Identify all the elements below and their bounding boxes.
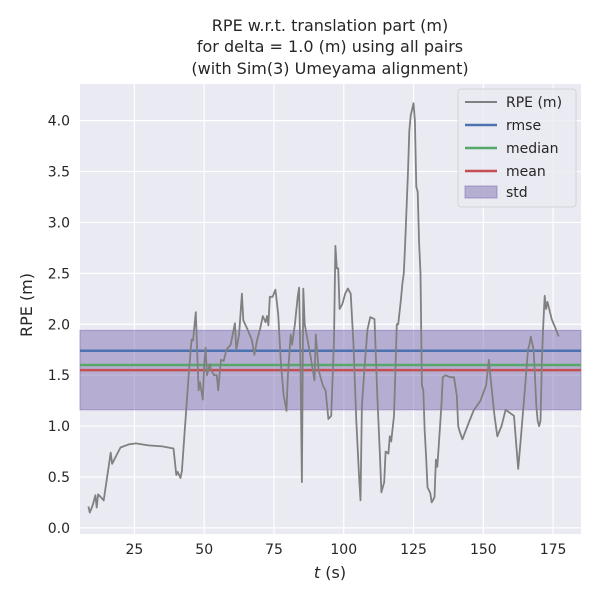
y-axis-label: RPE (m) bbox=[17, 273, 36, 337]
y-tick-label: 0.0 bbox=[48, 521, 70, 537]
chart-title-line-3: (with Sim(3) Umeyama alignment) bbox=[191, 59, 468, 78]
stat-lines bbox=[80, 349, 581, 372]
legend-swatch-std bbox=[464, 185, 498, 199]
y-tick-label: 1.5 bbox=[48, 368, 70, 384]
y-tick-label: 3.0 bbox=[48, 215, 70, 231]
x-axis-label-unit: (s) bbox=[320, 563, 346, 582]
legend: RPE (m) rmse median mean std bbox=[457, 88, 577, 208]
rpe-series-layer bbox=[87, 102, 560, 514]
x-tick-label: 50 bbox=[195, 542, 213, 558]
legend-label-mean: mean bbox=[506, 164, 546, 180]
y-tick-labels: 0.0 0.5 1.0 1.5 2.0 2.5 3.0 3.5 4.0 bbox=[48, 114, 70, 537]
legend-label-std: std bbox=[506, 185, 528, 201]
chart-title-line-1: RPE w.r.t. translation part (m) bbox=[212, 16, 448, 35]
legend-label-rmse: rmse bbox=[506, 118, 541, 134]
x-axis-label: t (s) bbox=[314, 563, 346, 582]
legend-box bbox=[457, 88, 577, 208]
x-tick-label: 175 bbox=[540, 542, 567, 558]
chart-title-line-2: for delta = 1.0 (m) using all pairs bbox=[197, 37, 463, 56]
x-axis-label-variable: t bbox=[314, 563, 321, 582]
y-tick-label: 0.5 bbox=[48, 470, 70, 486]
x-tick-label: 75 bbox=[265, 542, 283, 558]
y-tick-label: 2.0 bbox=[48, 317, 70, 333]
x-tick-label: 100 bbox=[330, 542, 357, 558]
chart-title: RPE w.r.t. translation part (m) for delt… bbox=[191, 16, 468, 78]
y-tick-label: 2.5 bbox=[48, 266, 70, 282]
x-tick-labels: 25 50 75 100 125 150 175 bbox=[126, 542, 567, 558]
legend-label-rpe: RPE (m) bbox=[506, 95, 562, 111]
x-tick-label: 150 bbox=[470, 542, 497, 558]
rpe-line bbox=[87, 102, 560, 514]
x-tick-label: 25 bbox=[126, 542, 144, 558]
x-tick-label: 125 bbox=[400, 542, 427, 558]
y-tick-label: 1.0 bbox=[48, 419, 70, 435]
y-tick-label: 4.0 bbox=[48, 114, 70, 130]
y-tick-label: 3.5 bbox=[48, 165, 70, 181]
legend-label-median: median bbox=[506, 141, 558, 157]
